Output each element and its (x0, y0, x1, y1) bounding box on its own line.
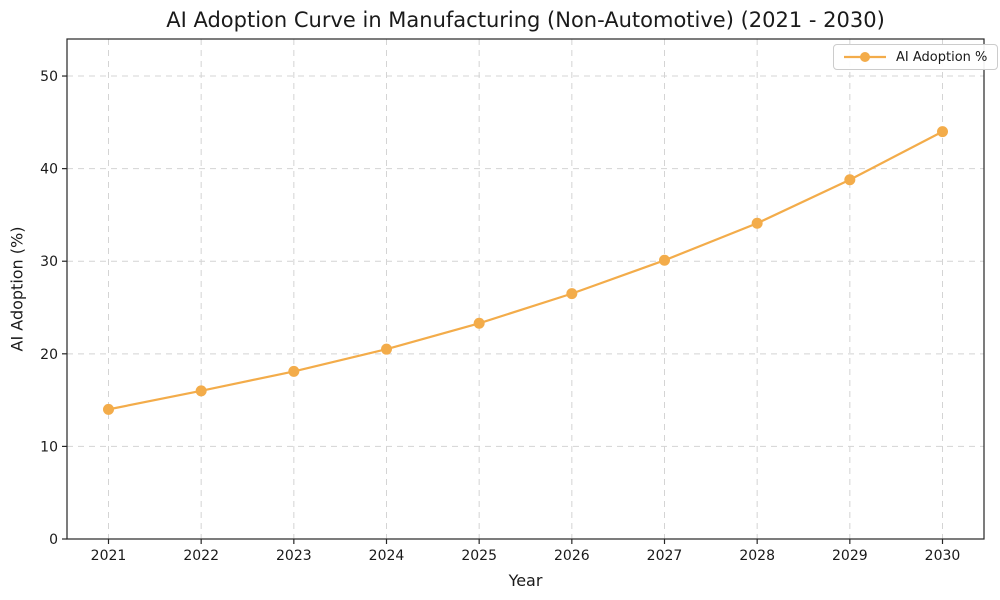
y-tick-label: 20 (40, 347, 58, 363)
y-axis-label: AI Adoption (%) (7, 226, 27, 352)
y-tick-label: 40 (40, 162, 58, 178)
x-tick-label: 2025 (461, 548, 497, 564)
y-tick-label: 0 (49, 532, 58, 548)
data-point-2029 (844, 174, 856, 186)
data-point-2026 (566, 288, 578, 300)
legend-label: AI Adoption % (896, 49, 988, 65)
x-tick-label: 2024 (369, 548, 405, 564)
x-tick-label: 2028 (739, 548, 775, 564)
data-point-2021 (103, 403, 114, 415)
data-point-2024 (381, 343, 392, 355)
x-tick-label: 2022 (183, 548, 219, 564)
chart-title: AI Adoption Curve in Manufacturing (Non-… (166, 8, 885, 32)
y-tick-label: 50 (40, 69, 58, 85)
x-axis-label: Year (508, 571, 543, 590)
plot-area (66, 38, 985, 540)
legend-line-swatch (844, 52, 886, 62)
x-tick-label: 2027 (647, 548, 683, 564)
x-tick-label: 2021 (91, 548, 127, 564)
grid-layer (67, 39, 984, 539)
data-point-2022 (195, 385, 207, 397)
legend: AI Adoption % (833, 44, 999, 70)
series-layer (103, 126, 948, 415)
tick-label-layer: 2021 2022 2023 2024 2025 2026 2027 2028 2029 2030… (40, 69, 960, 564)
y-tick-label: 30 (40, 254, 58, 270)
tick-layer (62, 75, 944, 544)
y-tick-label: 10 (40, 439, 58, 455)
x-tick-label: 2026 (554, 548, 590, 564)
data-point-2028 (751, 217, 763, 229)
x-tick-label: 2030 (925, 548, 961, 564)
legend-marker-icon (860, 52, 870, 62)
x-tick-label: 2023 (276, 548, 312, 564)
adoption-line (107, 130, 944, 411)
data-point-2027 (659, 254, 670, 266)
data-point-2025 (473, 317, 485, 329)
x-tick-label: 2029 (832, 548, 868, 564)
data-point-2030 (937, 126, 948, 138)
data-point-2023 (288, 365, 300, 377)
